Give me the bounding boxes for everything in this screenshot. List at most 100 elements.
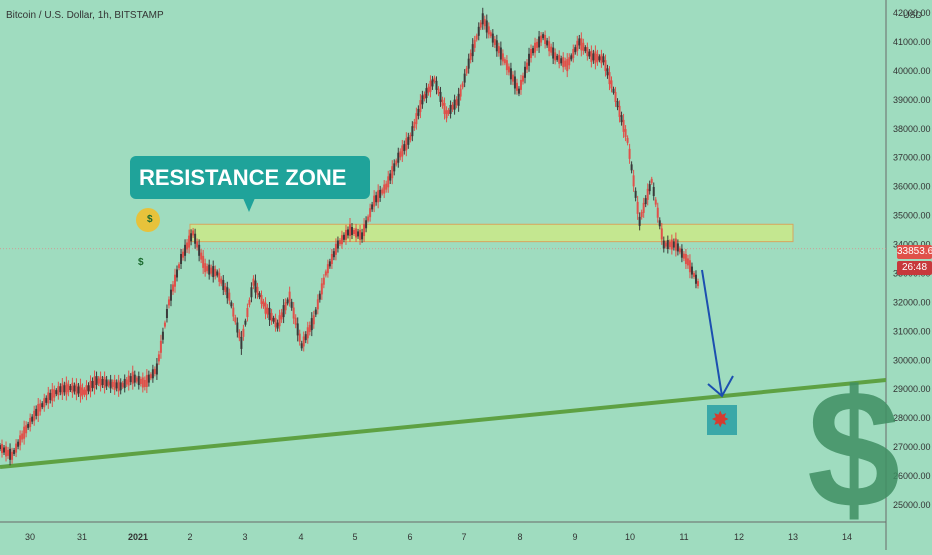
candle-body (97, 378, 100, 384)
x-tick-label: 7 (461, 532, 466, 542)
candle-body (618, 105, 621, 117)
candle-body (610, 80, 613, 89)
candle-body (385, 183, 388, 190)
candle-body (159, 340, 162, 353)
candle-body (483, 19, 486, 27)
candle-body (0, 445, 1, 450)
candle-body (369, 208, 372, 218)
candle-body (258, 293, 261, 298)
candle-body (546, 40, 549, 46)
candle-body (240, 336, 243, 349)
candle-body (204, 263, 207, 273)
candle-body (21, 433, 24, 440)
candle-body (190, 233, 193, 242)
candle-body (668, 242, 671, 248)
x-tick-label: 9 (572, 532, 577, 542)
candle-body (230, 302, 233, 307)
resistance-callout-label: RESISTANCE ZONE (139, 165, 347, 190)
candle-body (680, 248, 683, 258)
candle-body (290, 301, 293, 308)
candle-body (439, 91, 442, 102)
candle-body (682, 253, 685, 259)
candle-body (495, 40, 498, 52)
candle-body (262, 301, 265, 307)
y-tick-label: 30000.00 (893, 355, 931, 365)
candle-body (501, 53, 504, 62)
candle-body (180, 254, 183, 264)
candle-body (540, 35, 543, 43)
candle-body (316, 299, 319, 310)
candle-body (256, 286, 259, 295)
candle-body (5, 446, 8, 457)
candle-body (606, 68, 609, 76)
candle-body (226, 287, 229, 299)
x-tick-label: 5 (352, 532, 357, 542)
candle-body (511, 74, 514, 82)
candle-body (302, 336, 305, 347)
candle-body (244, 320, 247, 325)
candle-body (252, 278, 255, 286)
candle-body (165, 309, 168, 319)
candle-body (198, 244, 201, 256)
y-tick-label: 35000.00 (893, 211, 931, 221)
candle-body (538, 36, 541, 48)
candle-body (389, 173, 392, 181)
candle-body (103, 376, 106, 388)
candle-body (620, 115, 623, 123)
candle-body (214, 269, 217, 277)
candle-body (467, 58, 470, 69)
currency-label: USD (903, 10, 923, 20)
candle-body (487, 26, 490, 35)
candle-body (365, 220, 368, 229)
candle-body (220, 278, 223, 284)
candle-body (15, 443, 18, 453)
candle-body (435, 80, 438, 90)
candle-body (47, 392, 50, 404)
candle-body (505, 60, 508, 71)
candle-body (324, 271, 327, 276)
candle-body (608, 72, 611, 85)
candle-body (449, 104, 452, 114)
candle-body (670, 239, 673, 250)
candle-body (429, 80, 432, 92)
candle-body (320, 283, 323, 295)
candle-body (536, 41, 539, 48)
candle-body (137, 376, 140, 386)
candle-body (636, 201, 639, 214)
candle-body (644, 198, 647, 205)
candle-body (612, 88, 615, 93)
candle-body (338, 240, 341, 245)
candle-body (530, 49, 533, 59)
candle-body (145, 375, 148, 388)
candle-body (489, 32, 492, 37)
candle-body (91, 380, 94, 388)
candle-body (59, 386, 62, 393)
candle-body (83, 389, 86, 395)
candle-body (330, 254, 333, 264)
candle-body (574, 47, 577, 53)
y-tick-label: 26000.00 (893, 471, 931, 481)
candle-body (276, 322, 279, 329)
candle-body (684, 254, 687, 264)
support-trendline (0, 378, 887, 469)
candle-body (9, 448, 12, 460)
candle-body (117, 380, 120, 392)
candle-body (169, 289, 172, 301)
candle-body (61, 383, 64, 395)
candle-body (652, 186, 655, 196)
candle-body (515, 82, 518, 91)
candle-body (157, 354, 160, 362)
candle-body (383, 184, 386, 194)
candle-body (23, 426, 26, 439)
candle-body (200, 252, 203, 260)
candle-body (399, 151, 402, 158)
candle-body (491, 33, 494, 43)
candle-body (465, 68, 468, 74)
candle-body (300, 343, 303, 349)
x-tick-label: 12 (734, 532, 744, 542)
candle-body (433, 77, 436, 82)
candle-body (125, 379, 128, 385)
candle-body (17, 441, 20, 447)
